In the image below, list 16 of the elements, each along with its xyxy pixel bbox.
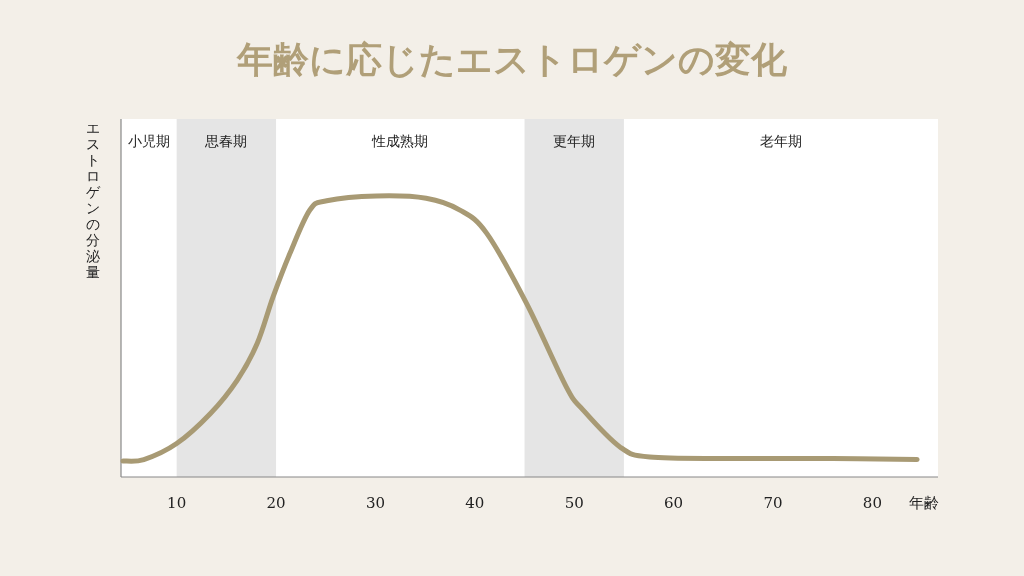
x-tick-label: 70: [763, 494, 783, 512]
x-tick-label: 30: [365, 494, 385, 512]
x-tick-label: 80: [862, 494, 882, 512]
x-tick-label: 10: [167, 494, 187, 512]
x-tick-label: 60: [664, 494, 684, 512]
x-tick-label: 40: [465, 494, 485, 512]
annotation: 小児期: [127, 133, 170, 149]
band-label: 思春期: [204, 133, 248, 149]
band-label: 更年期: [553, 133, 596, 149]
annotation: 性成熟期: [372, 133, 429, 149]
ylabel: エストロゲンの分泌量: [86, 120, 100, 280]
x-tick-label: 50: [564, 494, 584, 512]
title: 年齢に応じたエストロゲンの変化: [237, 38, 787, 80]
x-axis-title: 年齢: [909, 494, 939, 512]
x-tick-label: 20: [266, 494, 286, 512]
annotation: 老年期: [759, 133, 802, 149]
